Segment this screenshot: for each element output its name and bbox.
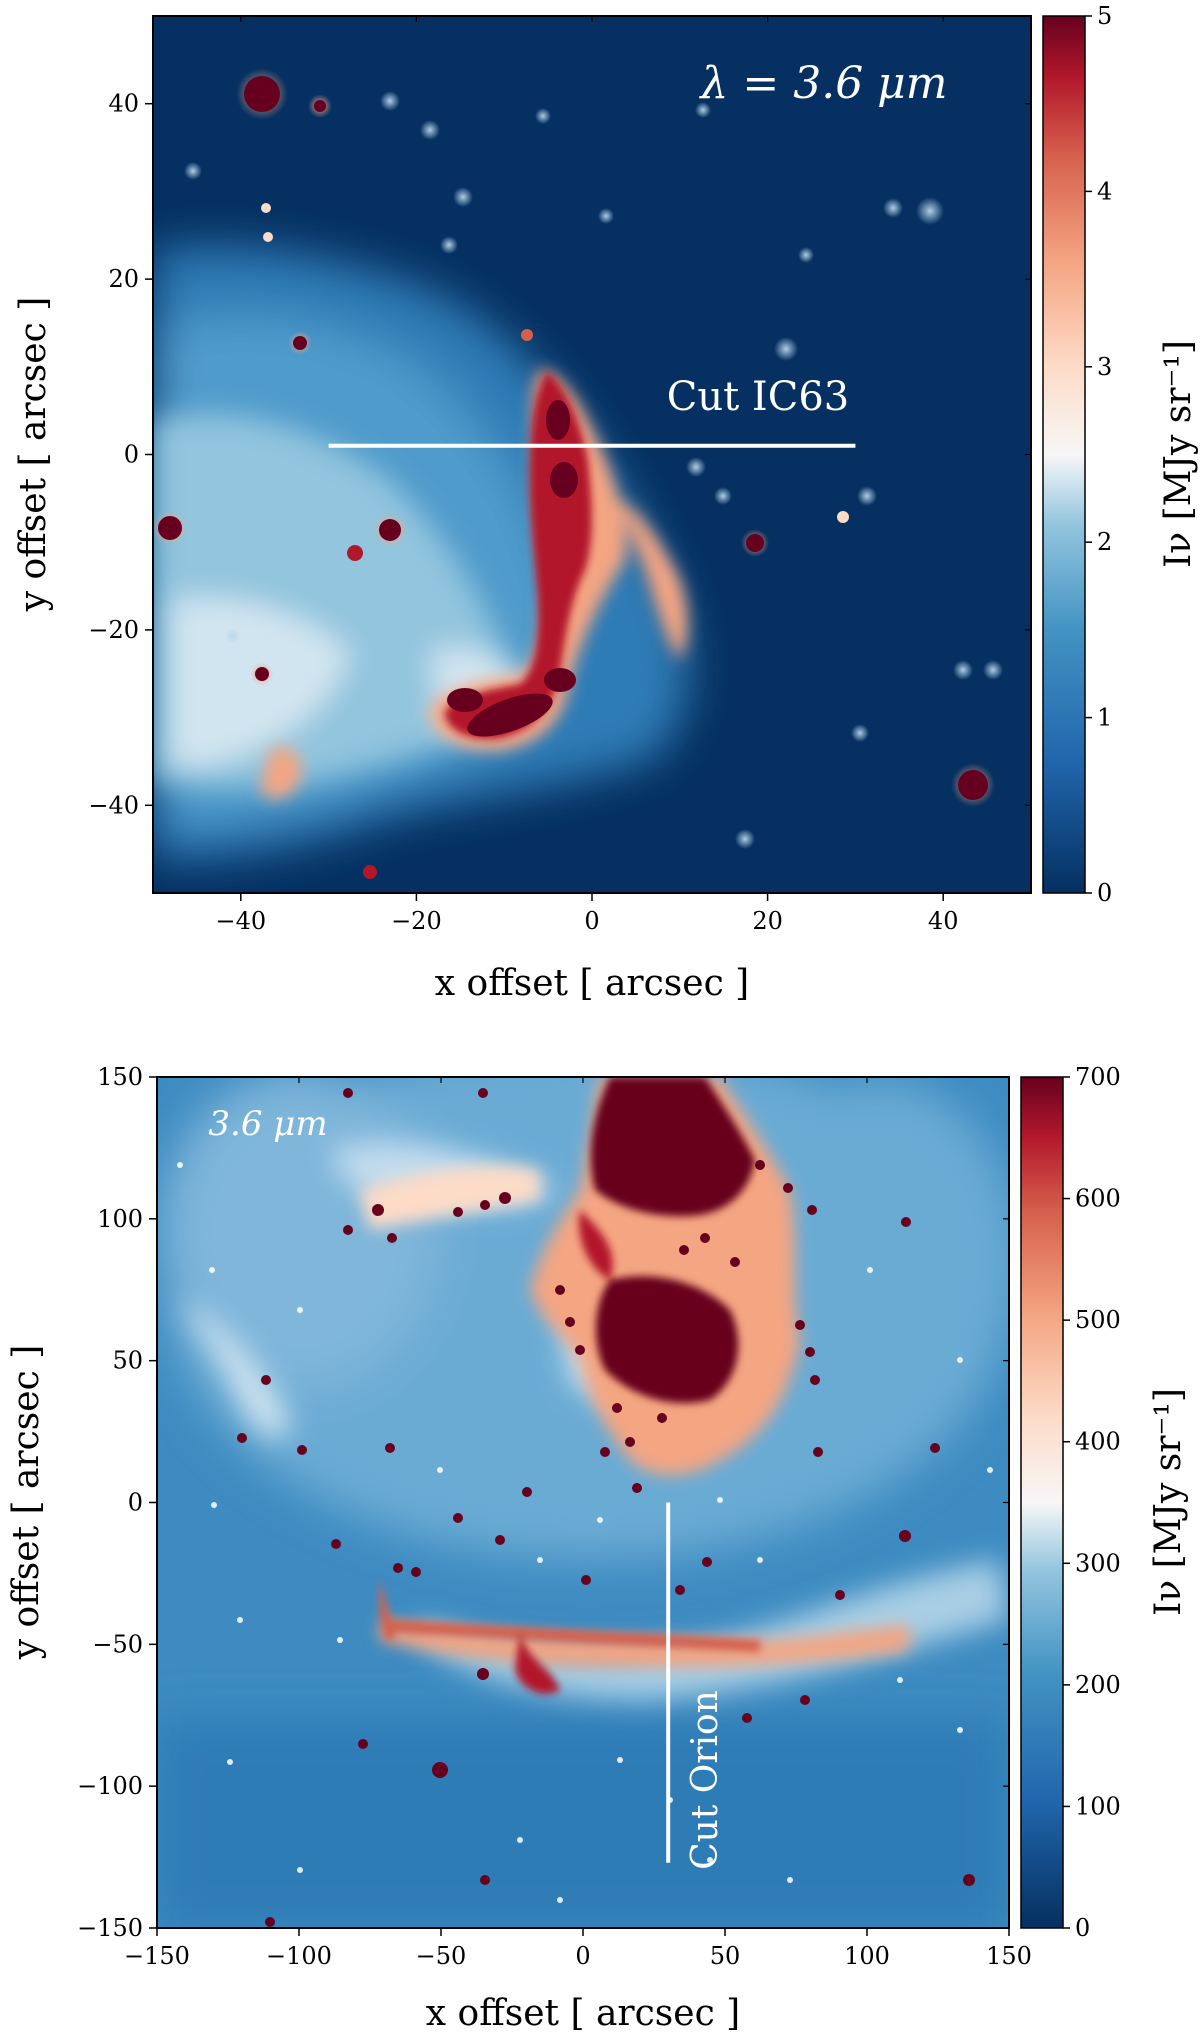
cut-orion-label: Cut Orion — [685, 1690, 726, 1870]
y-axis-ticks: −40 −20 0 20 40 — [88, 90, 1031, 819]
ic63-panel: Cut IC63 λ = 3.6 μm −40 −20 0 20 40 −40−2002… — [13, 2, 1199, 1004]
y-tick-label: 100 — [97, 1205, 143, 1233]
x-tick-label: 0 — [584, 907, 599, 935]
colorbar-tick-label: 200 — [1075, 1671, 1121, 1699]
y-axis-label: y offset [ arcsec ] — [6, 1345, 47, 1660]
x-tick-label: −150 — [124, 1942, 190, 1970]
colorbar-ticks: 0 1 2 3 4 5 — [1085, 2, 1112, 907]
colorbar-tick-label: 0 — [1097, 879, 1112, 907]
orion-image — [157, 1077, 1009, 1928]
y-tick-label: −100 — [77, 1772, 143, 1800]
x-tick-label: −100 — [266, 1942, 332, 1970]
colorbar-tick-label: 5 — [1097, 2, 1112, 30]
orion-panel: Cut Orion 3.6 μm −150 −100 −50 0 50 100 150 −1… — [6, 1063, 1189, 2034]
y-tick-label: −150 — [77, 1914, 143, 1942]
colorbar-tick-label: 0 — [1075, 1914, 1090, 1942]
x-tick-label: 50 — [710, 1942, 741, 1970]
wavelength-annotation: 3.6 μm — [208, 1104, 327, 1144]
colorbar-tick-label: 300 — [1075, 1549, 1121, 1577]
x-tick-label: 150 — [986, 1942, 1032, 1970]
colorbar-tick-label: 700 — [1075, 1063, 1121, 1091]
x-tick-label: 0 — [575, 1942, 590, 1970]
colorbar-tick-label: 600 — [1075, 1185, 1121, 1213]
y-tick-label: −50 — [92, 1630, 143, 1658]
x-axis-ticks: −40 −20 0 20 40 — [215, 16, 958, 935]
y-axis-ticks: −150 −100 −50 0 50 100 150 — [77, 1063, 1009, 1942]
colorbar-label: Iν [MJy sr⁻¹] — [1148, 1388, 1189, 1616]
x-tick-label: 40 — [928, 907, 959, 935]
x-axis-label: x offset [ arcsec ] — [426, 1993, 740, 2034]
cut-ic63-label: Cut IC63 — [667, 374, 849, 420]
colorbar — [1020, 1076, 1064, 1929]
colorbar — [1042, 15, 1086, 894]
colorbar-tick-label: 100 — [1075, 1792, 1121, 1820]
colorbar-ticks: 0 100 200 300 400 500 600 700 — [1063, 1063, 1121, 1942]
y-tick-label: −40 — [88, 791, 139, 819]
colorbar-label: Iν [MJy sr⁻¹] — [1158, 340, 1199, 568]
y-tick-label: 40 — [108, 90, 139, 118]
x-axis-label: x offset [ arcsec ] — [435, 963, 749, 1004]
y-tick-label: 0 — [124, 441, 139, 469]
x-tick-label: 20 — [752, 907, 783, 935]
y-tick-label: 20 — [108, 265, 139, 293]
x-tick-label: −50 — [416, 1942, 467, 1970]
y-tick-label: −20 — [88, 616, 139, 644]
y-tick-label: 0 — [128, 1489, 143, 1517]
colorbar-tick-label: 2 — [1097, 528, 1112, 556]
colorbar-tick-label: 4 — [1097, 177, 1112, 205]
x-tick-label: −20 — [391, 907, 442, 935]
colorbar-tick-label: 400 — [1075, 1428, 1121, 1456]
colorbar-tick-label: 3 — [1097, 353, 1112, 381]
y-tick-label: 150 — [97, 1063, 143, 1091]
y-axis-label: y offset [ arcsec ] — [13, 297, 54, 612]
colorbar-tick-label: 1 — [1097, 704, 1112, 732]
wavelength-annotation: λ = 3.6 μm — [698, 58, 947, 109]
x-tick-label: 100 — [844, 1942, 890, 1970]
y-tick-label: 50 — [112, 1347, 143, 1375]
x-tick-label: −40 — [215, 907, 266, 935]
x-axis-ticks: −150 −100 −50 0 50 100 150 — [124, 1077, 1032, 1970]
ic63-image — [153, 16, 1031, 893]
colorbar-tick-label: 500 — [1075, 1306, 1121, 1334]
